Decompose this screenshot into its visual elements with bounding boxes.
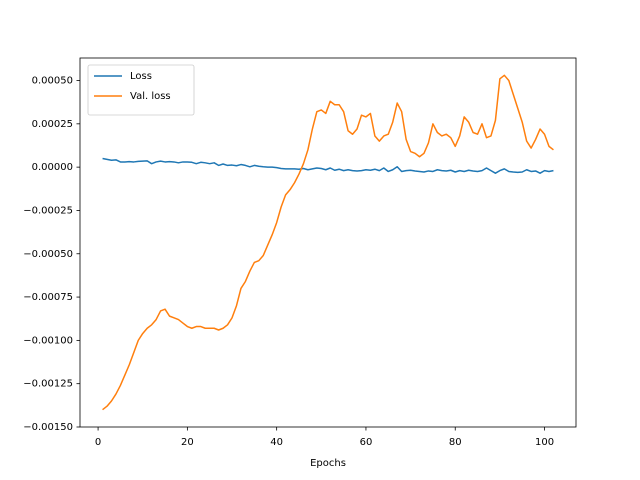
legend-box [87,64,195,116]
legend-label: Loss [130,71,152,82]
y-tick-label: 0.00000 [32,162,73,173]
y-tick-label: −0.00075 [23,292,73,303]
y-tick-label: 0.00050 [32,76,73,87]
y-tick-label: −0.00050 [23,249,73,260]
x-tick-label: 20 [181,437,194,448]
legend-label: Val. loss [130,91,171,102]
y-tick-label: −0.00125 [23,379,73,390]
y-tick-label: 0.00025 [32,119,73,130]
x-tick-label: 0 [95,437,101,448]
x-tick-label: 100 [535,437,554,448]
y-tick-label: −0.00150 [23,422,73,433]
x-tick-label: 80 [449,437,462,448]
data-line [102,74,554,411]
data-line [102,157,554,174]
x-tick-label: 40 [270,437,283,448]
x-tick-label: 60 [360,437,373,448]
y-tick-label: −0.00100 [23,335,73,346]
plot-frame [79,57,577,428]
x-axis-label: Epochs [310,458,346,469]
y-tick-label: −0.00025 [23,205,73,216]
